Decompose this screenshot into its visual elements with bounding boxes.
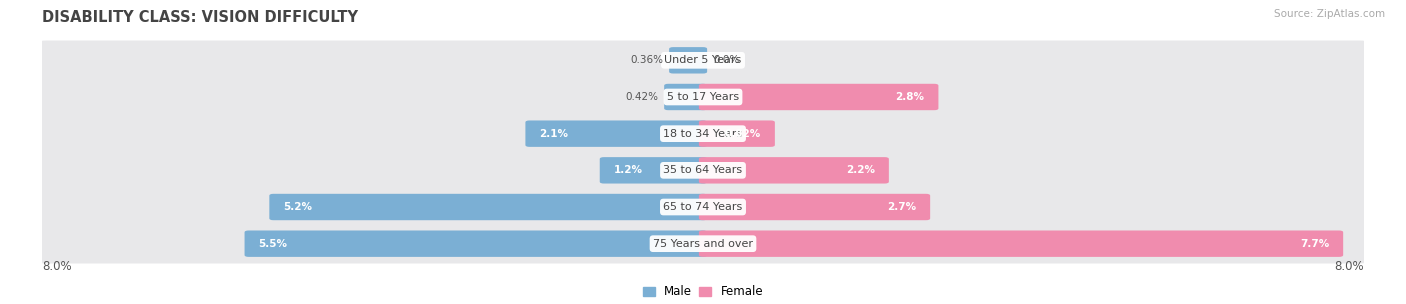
FancyBboxPatch shape xyxy=(526,120,707,147)
Text: 0.36%: 0.36% xyxy=(630,55,664,65)
Text: 2.1%: 2.1% xyxy=(540,129,568,139)
Text: 0.42%: 0.42% xyxy=(626,92,658,102)
Text: 75 Years and over: 75 Years and over xyxy=(652,239,754,249)
Legend: Male, Female: Male, Female xyxy=(638,281,768,303)
FancyBboxPatch shape xyxy=(600,157,707,184)
FancyBboxPatch shape xyxy=(699,157,889,184)
FancyBboxPatch shape xyxy=(34,224,1372,264)
Text: 8.0%: 8.0% xyxy=(42,260,72,273)
Text: 0.82%: 0.82% xyxy=(724,129,761,139)
Text: 2.7%: 2.7% xyxy=(887,202,917,212)
FancyBboxPatch shape xyxy=(34,114,1372,154)
Text: 1.2%: 1.2% xyxy=(614,165,643,175)
FancyBboxPatch shape xyxy=(699,84,938,110)
Text: 0.0%: 0.0% xyxy=(713,55,740,65)
FancyBboxPatch shape xyxy=(699,230,1343,257)
Text: 5.5%: 5.5% xyxy=(259,239,288,249)
FancyBboxPatch shape xyxy=(699,120,775,147)
Text: 2.8%: 2.8% xyxy=(896,92,924,102)
FancyBboxPatch shape xyxy=(34,77,1372,117)
FancyBboxPatch shape xyxy=(34,40,1372,80)
Text: 8.0%: 8.0% xyxy=(1334,260,1364,273)
FancyBboxPatch shape xyxy=(669,47,707,74)
Text: Source: ZipAtlas.com: Source: ZipAtlas.com xyxy=(1274,9,1385,19)
FancyBboxPatch shape xyxy=(699,194,931,220)
FancyBboxPatch shape xyxy=(34,150,1372,190)
Text: 5 to 17 Years: 5 to 17 Years xyxy=(666,92,740,102)
FancyBboxPatch shape xyxy=(245,230,707,257)
FancyBboxPatch shape xyxy=(664,84,707,110)
Text: 35 to 64 Years: 35 to 64 Years xyxy=(664,165,742,175)
FancyBboxPatch shape xyxy=(270,194,707,220)
Text: 5.2%: 5.2% xyxy=(284,202,312,212)
Text: 65 to 74 Years: 65 to 74 Years xyxy=(664,202,742,212)
Text: Under 5 Years: Under 5 Years xyxy=(665,55,741,65)
Text: 2.2%: 2.2% xyxy=(846,165,875,175)
Text: 18 to 34 Years: 18 to 34 Years xyxy=(664,129,742,139)
Text: 7.7%: 7.7% xyxy=(1301,239,1329,249)
FancyBboxPatch shape xyxy=(34,187,1372,227)
Text: DISABILITY CLASS: VISION DIFFICULTY: DISABILITY CLASS: VISION DIFFICULTY xyxy=(42,10,359,26)
